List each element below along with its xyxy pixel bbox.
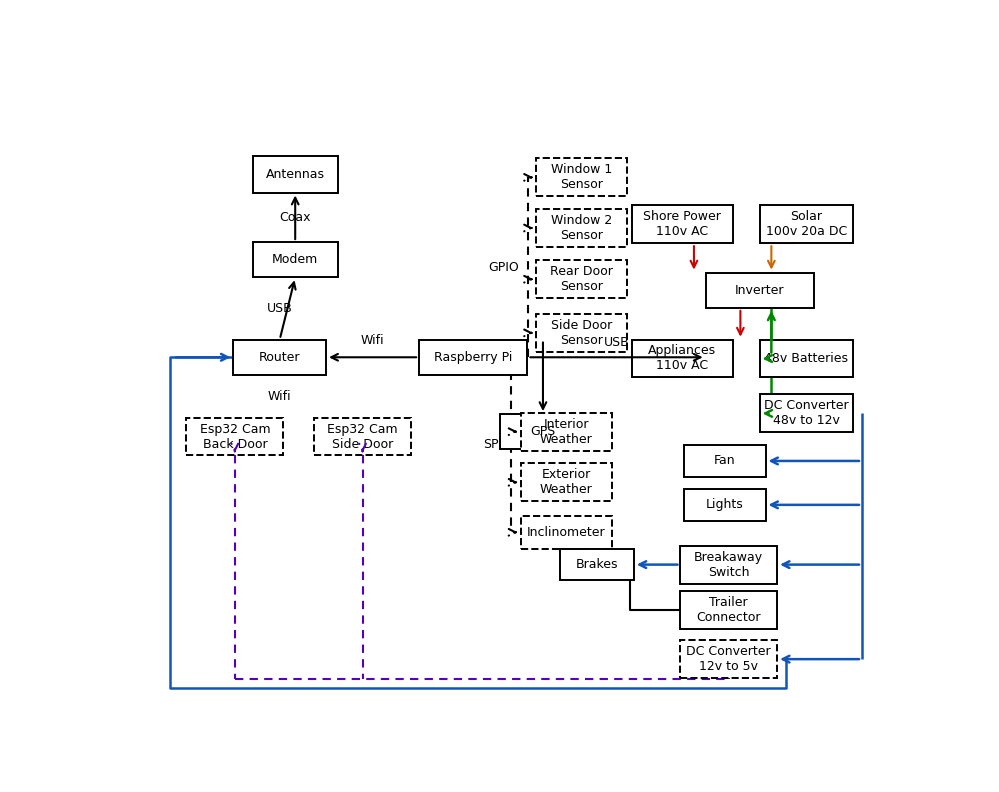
- Bar: [234, 340, 326, 375]
- Bar: [536, 261, 627, 298]
- Text: Rear Door
Sensor: Rear Door Sensor: [550, 265, 613, 293]
- Bar: [536, 314, 627, 352]
- Text: Antennas: Antennas: [266, 168, 325, 181]
- Text: Wifi: Wifi: [361, 333, 385, 347]
- Text: Raspberry Pi: Raspberry Pi: [435, 351, 512, 364]
- Text: USB: USB: [267, 302, 293, 315]
- Text: Side Door
Sensor: Side Door Sensor: [551, 319, 612, 347]
- Text: Appliances
110v AC: Appliances 110v AC: [648, 345, 716, 372]
- Text: Inclinometer: Inclinometer: [526, 526, 605, 539]
- Text: Window 2
Sensor: Window 2 Sensor: [551, 214, 612, 242]
- Text: USB: USB: [603, 336, 629, 348]
- Bar: [632, 340, 732, 378]
- Bar: [680, 592, 777, 630]
- Bar: [705, 272, 814, 308]
- Text: Trailer
Connector: Trailer Connector: [696, 596, 761, 624]
- Text: Esp32 Cam
Back Door: Esp32 Cam Back Door: [200, 423, 270, 451]
- Text: Window 1
Sensor: Window 1 Sensor: [551, 163, 612, 192]
- Bar: [500, 414, 585, 449]
- Bar: [684, 445, 765, 477]
- Text: Interior
Weather: Interior Weather: [539, 417, 592, 446]
- Text: Lights: Lights: [706, 498, 744, 512]
- Bar: [420, 340, 527, 375]
- Bar: [760, 394, 853, 432]
- Text: 48v Batteries: 48v Batteries: [764, 352, 848, 365]
- Text: DC Converter
12v to 5v: DC Converter 12v to 5v: [686, 645, 771, 673]
- Bar: [560, 549, 634, 581]
- Text: Modem: Modem: [272, 253, 319, 266]
- Text: Fan: Fan: [714, 455, 735, 467]
- Text: Coax: Coax: [280, 211, 311, 224]
- Bar: [632, 205, 732, 243]
- Text: Wifi: Wifi: [268, 390, 292, 403]
- Bar: [314, 417, 411, 455]
- Text: SPI: SPI: [483, 438, 501, 451]
- Bar: [536, 209, 627, 247]
- Bar: [760, 205, 853, 243]
- Bar: [684, 489, 765, 520]
- Bar: [536, 158, 627, 196]
- Bar: [520, 463, 611, 501]
- Bar: [520, 516, 611, 549]
- Text: Router: Router: [259, 351, 301, 364]
- Text: Solar
100v 20a DC: Solar 100v 20a DC: [765, 211, 847, 238]
- Text: DC Converter
48v to 12v: DC Converter 48v to 12v: [764, 399, 848, 428]
- Text: GPIO: GPIO: [489, 261, 518, 274]
- Text: GPS: GPS: [530, 425, 555, 438]
- Bar: [253, 242, 338, 277]
- Text: Inverter: Inverter: [735, 284, 784, 297]
- Text: Shore Power
110v AC: Shore Power 110v AC: [643, 211, 721, 238]
- Bar: [520, 413, 611, 451]
- Text: Esp32 Cam
Side Door: Esp32 Cam Side Door: [328, 423, 398, 451]
- Text: Brakes: Brakes: [575, 558, 618, 571]
- Bar: [680, 546, 777, 584]
- Text: Exterior
Weather: Exterior Weather: [539, 468, 592, 497]
- Bar: [760, 341, 853, 377]
- Bar: [253, 156, 338, 192]
- Bar: [680, 640, 777, 678]
- Text: Breakaway
Switch: Breakaway Switch: [694, 550, 763, 579]
- Bar: [187, 417, 283, 455]
